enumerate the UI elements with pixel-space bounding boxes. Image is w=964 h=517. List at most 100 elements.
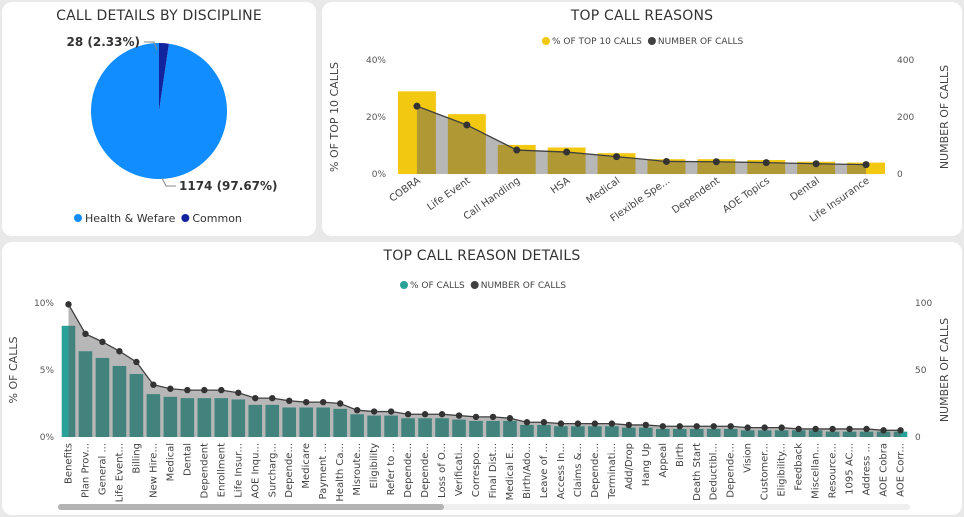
bar bbox=[486, 420, 500, 437]
y-axis-title-left: % OF TOP 10 CALLS bbox=[328, 62, 341, 172]
pie-slice-health-wefare bbox=[91, 43, 227, 180]
line-point bbox=[286, 397, 293, 405]
x-tick-label: AOE Corr... bbox=[896, 443, 907, 497]
scrollbar-thumb[interactable] bbox=[58, 504, 444, 510]
legend-label-1: Common bbox=[192, 212, 242, 225]
x-tick-label: Depende... bbox=[726, 443, 737, 498]
line-point bbox=[563, 148, 571, 156]
line-point bbox=[218, 386, 225, 394]
top-call-reasons-title: TOP CALL REASONS bbox=[570, 8, 714, 24]
x-tick-label: Depende... bbox=[403, 443, 414, 498]
bar bbox=[757, 430, 772, 437]
bar bbox=[791, 430, 806, 437]
x-tick-label: Address ... bbox=[862, 443, 873, 496]
pie-data-label-common: 28 (2.33%) bbox=[67, 35, 140, 49]
x-tick-label: AOE Inqu... bbox=[250, 443, 261, 499]
bar bbox=[740, 430, 755, 437]
x-tick-label: Payment ... bbox=[318, 443, 329, 500]
x-tick-label: Depende... bbox=[284, 443, 295, 498]
line-point bbox=[269, 394, 276, 402]
line-point bbox=[463, 121, 471, 129]
line-point bbox=[778, 424, 785, 431]
x-tick-label: Eligibility... bbox=[777, 443, 788, 497]
line-point bbox=[812, 425, 819, 433]
line-point bbox=[863, 425, 870, 433]
top-call-reasons-panel: TOP CALL REASONS % OF TOP 10 CALLS NUMBER… bbox=[322, 2, 962, 236]
x-tick-label: Deductibl... bbox=[709, 443, 720, 500]
bar bbox=[78, 351, 93, 437]
line-point bbox=[167, 385, 174, 392]
y-tick-right: 0 bbox=[915, 433, 921, 443]
bar bbox=[95, 357, 110, 437]
line-point bbox=[252, 394, 259, 402]
bar bbox=[316, 407, 330, 437]
x-tick-label: Feedback bbox=[794, 443, 805, 491]
x-tick-label: COBRA bbox=[388, 175, 423, 204]
number-of-calls-line bbox=[416, 105, 867, 166]
x-tick-label: Eligibility bbox=[369, 443, 380, 489]
number-of-calls-area bbox=[416, 106, 867, 174]
line-point bbox=[303, 398, 310, 406]
bar bbox=[859, 431, 874, 437]
legend-marker-1 bbox=[470, 281, 479, 289]
bar bbox=[435, 418, 449, 437]
pie-chart: 28 (2.33%) 1174 (97.67%) Health & Wefare Co… bbox=[67, 35, 278, 225]
y-tick-right: 400 bbox=[897, 56, 914, 66]
line-point bbox=[65, 301, 72, 308]
legend-label-0: Health & Wefare bbox=[85, 212, 176, 225]
x-tick-label: Final Dist... bbox=[488, 443, 499, 498]
x-tick-label: Surcharg... bbox=[267, 443, 278, 497]
x-tick-label: Medical bbox=[165, 443, 176, 481]
y-axis-title-right: NUMBER OF CALLS bbox=[938, 318, 951, 422]
line-point bbox=[116, 348, 123, 355]
line-point bbox=[540, 419, 548, 426]
x-tick-label: Refer to ... bbox=[386, 443, 397, 495]
bar bbox=[214, 398, 229, 437]
top-call-reasons-chart: % OF TOP 10 CALLS NUMBER OF CALLS % OF TOP… bbox=[328, 37, 951, 225]
y-tick-left: 0% bbox=[372, 170, 387, 180]
bar bbox=[401, 418, 415, 437]
x-tick-label: Misroute... bbox=[352, 443, 363, 496]
bar bbox=[842, 431, 857, 437]
line-point bbox=[846, 425, 853, 433]
x-tick-label: Dental bbox=[789, 175, 822, 203]
x-tick-label: Enrollment bbox=[216, 443, 227, 497]
legend-marker-0 bbox=[542, 37, 550, 45]
line-point bbox=[184, 386, 191, 394]
pie-slice-common bbox=[159, 43, 169, 111]
line-point bbox=[862, 161, 870, 169]
bar bbox=[282, 407, 297, 437]
legend-label-0: % OF TOP 10 CALLS bbox=[552, 37, 642, 47]
line-point bbox=[880, 427, 887, 434]
line-point bbox=[413, 102, 421, 110]
line-point bbox=[812, 160, 820, 168]
x-tick-label: Dependent bbox=[199, 443, 210, 499]
x-tick-label: Verificati... bbox=[454, 443, 465, 496]
line-point bbox=[727, 423, 734, 430]
bar bbox=[452, 419, 466, 437]
bar bbox=[112, 365, 127, 437]
y-tick-right: 50 bbox=[915, 366, 927, 376]
bar bbox=[503, 420, 517, 437]
line-point bbox=[625, 421, 633, 429]
x-tick-label: Leave of ... bbox=[539, 443, 550, 498]
x-tick-label: Customer... bbox=[760, 443, 771, 500]
bar bbox=[689, 428, 704, 437]
bar bbox=[825, 431, 840, 437]
top-call-reason-details-panel: TOP CALL REASON DETAILS % OF CALLS NUMBER… bbox=[2, 242, 962, 515]
bar bbox=[655, 428, 670, 437]
bar bbox=[893, 431, 908, 437]
bar bbox=[333, 408, 347, 437]
x-tick-label: Hang Up bbox=[641, 443, 652, 486]
line-point bbox=[336, 400, 344, 407]
bar bbox=[774, 430, 789, 437]
legend-marker-0 bbox=[400, 281, 408, 289]
bar bbox=[248, 404, 263, 437]
bar bbox=[418, 418, 432, 437]
x-tick-label: Dependent bbox=[670, 175, 722, 216]
x-tick-label: Billing bbox=[131, 443, 142, 474]
y-tick-left: 5% bbox=[40, 366, 55, 376]
bar bbox=[299, 407, 314, 437]
x-tick-label: HSA bbox=[549, 175, 573, 196]
bar bbox=[265, 404, 280, 437]
